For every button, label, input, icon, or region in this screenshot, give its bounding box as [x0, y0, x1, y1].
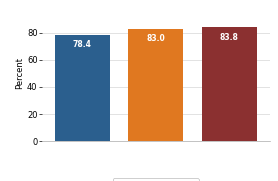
Legend: 1, 2, 3: 1, 2, 3 — [113, 178, 198, 181]
Bar — [128, 28, 183, 141]
Bar — [54, 35, 110, 141]
Text: 78.4: 78.4 — [73, 40, 91, 49]
Bar — [202, 28, 257, 141]
Text: 83.0: 83.0 — [146, 34, 165, 43]
Text: 83.8: 83.8 — [220, 33, 239, 42]
Y-axis label: Percent: Percent — [15, 57, 24, 89]
